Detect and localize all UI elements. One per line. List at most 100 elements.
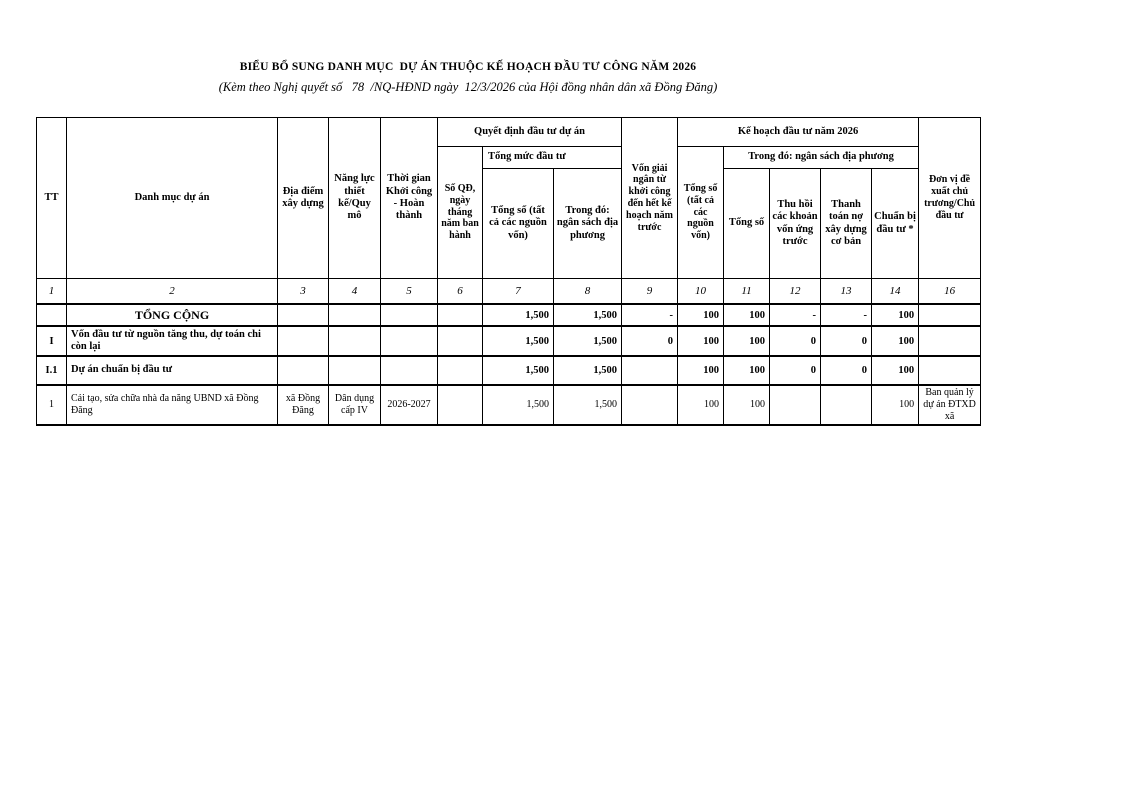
cell-plan-total-all-sources: 100 — [677, 325, 725, 357]
cell-investment-prep: 100 — [871, 325, 920, 357]
header-cell-local-budget-share: Trong đó: ngân sách địa phương — [552, 168, 623, 279]
cell-plan-local-total: 100 — [723, 303, 771, 327]
cell-disbursed: 0 — [621, 325, 679, 357]
cell-decision-number — [437, 325, 483, 357]
cell-debt-payment — [820, 384, 873, 426]
cell-debt-payment: - — [820, 303, 873, 327]
column-number: 14 — [871, 278, 920, 305]
header-cell-debt-payment: Thanh toán nợ xây dựng cơ bản — [820, 168, 873, 279]
cell-period: 2026-2027 — [380, 384, 438, 426]
cell-plan-local-total: 100 — [723, 384, 771, 426]
column-number: 2 — [66, 278, 278, 305]
cell-plan-total-all-sources: 100 — [677, 303, 725, 327]
column-number: 5 — [380, 278, 438, 305]
header-group-plan-2026: Kế hoạch đầu tư năm 2026 — [677, 117, 920, 147]
cell-capacity: Dân dụng cấp IV — [328, 384, 381, 426]
cell-investment-prep: 100 — [871, 355, 920, 386]
header-cell-total-all-sources: Tổng số (tất cả các nguồn vốn) — [482, 168, 554, 279]
header-group-total-investment: Tổng mức đầu tư — [481, 146, 623, 169]
cell-proposing-unit: Ban quản lý dự án ĐTXD xã — [918, 384, 982, 426]
column-number: 3 — [277, 278, 329, 305]
cell-total-all-sources: 1,500 — [482, 355, 554, 386]
cell-project-name: TỔNG CỘNG — [66, 303, 278, 327]
column-number: 10 — [677, 278, 725, 305]
document-header: BIỂU BỔ SUNG DANH MỤC DỰ ÁN THUỘC KẾ HOẠ… — [0, 61, 936, 95]
cell-project-name: Dự án chuẩn bị đầu tư — [66, 355, 278, 386]
column-number: 7 — [482, 278, 554, 305]
cell-disbursed — [621, 355, 679, 386]
cell-plan-local-total: 100 — [723, 325, 771, 357]
cell-proposing-unit — [918, 355, 982, 386]
header-cell-decision-number: Số QĐ, ngày tháng năm ban hành — [437, 146, 483, 279]
header-group-decision: Quyết định đầu tư dự án — [436, 117, 623, 147]
cell-local-budget-share: 1,500 — [552, 384, 623, 426]
table-row-grand-total: TỔNG CỘNG 1,500 1,500 - 100 100 - - 100 — [36, 303, 982, 327]
cell-tt — [36, 303, 67, 327]
column-number: 16 — [918, 278, 982, 305]
cell-total-all-sources: 1,500 — [482, 384, 554, 426]
cell-project-name: Cải tạo, sửa chữa nhà đa năng UBND xã Đồ… — [66, 384, 278, 426]
column-number: 1 — [36, 278, 67, 305]
cell-recover-advances: 0 — [769, 355, 822, 386]
cell-total-all-sources: 1,500 — [482, 303, 554, 327]
column-number: 13 — [820, 278, 873, 305]
cell-period — [380, 303, 438, 327]
column-number: 12 — [769, 278, 822, 305]
cell-investment-prep: 100 — [871, 384, 920, 426]
cell-location — [277, 325, 329, 357]
header-group-local-budget: Trong đó: ngân sách địa phương — [723, 146, 920, 169]
cell-proposing-unit — [918, 325, 982, 357]
cell-period — [380, 355, 438, 386]
table-row-project-1: 1 Cải tạo, sửa chữa nhà đa năng UBND xã … — [36, 384, 982, 426]
cell-project-name: Vốn đầu tư từ nguồn tăng thu, dự toán ch… — [66, 325, 278, 357]
header-cell-disbursed: Vốn giải ngân từ khởi công đến hết kế ho… — [621, 117, 679, 279]
column-number: 6 — [437, 278, 483, 305]
cell-total-all-sources: 1,500 — [482, 325, 554, 357]
header-cell-investment-prep: Chuẩn bị đầu tư * — [871, 168, 920, 279]
cell-plan-total-all-sources: 100 — [677, 384, 725, 426]
cell-decision-number — [437, 303, 483, 327]
column-number: 8 — [552, 278, 623, 305]
cell-tt: I.1 — [36, 355, 67, 386]
header-cell-plan-total-all-sources: Tổng số (tất cả các nguồn vốn) — [677, 146, 725, 279]
cell-tt: I — [36, 325, 67, 357]
column-number-row: 1 2 3 4 5 6 7 8 9 10 11 12 13 14 16 — [36, 278, 982, 305]
header-cell-period: Thời gian Khởi công - Hoàn thành — [380, 117, 438, 279]
header-cell-location: Địa điểm xây dựng — [277, 117, 329, 279]
cell-recover-advances: - — [769, 303, 822, 327]
header-cell-tt: TT — [36, 117, 67, 279]
cell-debt-payment: 0 — [820, 325, 873, 357]
cell-decision-number — [437, 355, 483, 386]
cell-location — [277, 303, 329, 327]
cell-tt: 1 — [36, 384, 67, 426]
cell-location: xã Đồng Đăng — [277, 384, 329, 426]
cell-local-budget-share: 1,500 — [552, 355, 623, 386]
investment-plan-table: TT Danh mục dự án Địa điểm xây dựng Năng… — [36, 117, 982, 426]
cell-decision-number — [437, 384, 483, 426]
cell-investment-prep: 100 — [871, 303, 920, 327]
cell-location — [277, 355, 329, 386]
column-number: 9 — [621, 278, 679, 305]
header-cell-capacity: Năng lực thiết kế/Quy mô — [328, 117, 381, 279]
column-number: 11 — [723, 278, 771, 305]
cell-disbursed: - — [621, 303, 679, 327]
cell-recover-advances: 0 — [769, 325, 822, 357]
header-cell-local-total: Tổng số — [723, 168, 771, 279]
header-cell-proposing-unit: Đơn vị đề xuất chủ trương/Chủ đầu tư — [918, 117, 982, 279]
cell-period — [380, 325, 438, 357]
table-row-section-I: I Vốn đầu tư từ nguồn tăng thu, dự toán … — [36, 325, 982, 357]
cell-plan-total-all-sources: 100 — [677, 355, 725, 386]
cell-proposing-unit — [918, 303, 982, 327]
cell-capacity — [328, 325, 381, 357]
table-row-section-I1: I.1 Dự án chuẩn bị đầu tư 1,500 1,500 10… — [36, 355, 982, 386]
cell-capacity — [328, 303, 381, 327]
cell-local-budget-share: 1,500 — [552, 303, 623, 327]
cell-recover-advances — [769, 384, 822, 426]
header-cell-project-list: Danh mục dự án — [66, 117, 278, 279]
cell-local-budget-share: 1,500 — [552, 325, 623, 357]
document-subtitle: (Kèm theo Nghị quyết số 78 /NQ-HĐND ngày… — [218, 80, 718, 94]
cell-capacity — [328, 355, 381, 386]
cell-plan-local-total: 100 — [723, 355, 771, 386]
document-title: BIỂU BỔ SUNG DANH MỤC DỰ ÁN THUỘC KẾ HOẠ… — [239, 61, 697, 73]
cell-debt-payment: 0 — [820, 355, 873, 386]
